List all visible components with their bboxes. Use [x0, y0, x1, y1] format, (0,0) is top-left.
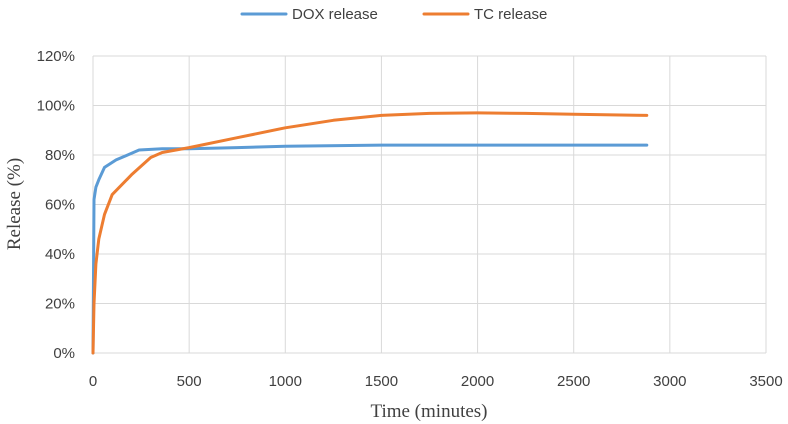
x-tick-label: 2000: [461, 373, 494, 390]
y-tick-label: 60%: [45, 197, 75, 214]
y-tick-label: 0%: [53, 345, 75, 362]
x-tick-label: 3000: [653, 373, 686, 390]
legend: DOX release TC release: [240, 6, 547, 23]
y-tick-label: 100%: [37, 98, 75, 115]
legend-label-dox: DOX release: [292, 6, 378, 23]
y-tick-label: 80%: [45, 147, 75, 164]
x-tick-label: 500: [177, 373, 202, 390]
y-axis-title: Release (%): [4, 158, 25, 250]
x-tick-label: 2500: [557, 373, 590, 390]
x-tick-label: 3500: [749, 373, 782, 390]
x-tick-label: 1500: [365, 373, 398, 390]
series-line-1: [91, 111, 649, 355]
x-tick-label: 0: [89, 373, 97, 390]
y-axis-ticks: 0% 20% 40% 60% 80% 100% 120%: [37, 48, 75, 362]
y-tick-label: 40%: [45, 246, 75, 263]
y-tick-label: 20%: [45, 296, 75, 313]
legend-label-tc: TC release: [474, 6, 547, 23]
y-tick-label: 120%: [37, 48, 75, 65]
series-line-0: [91, 143, 649, 355]
gridlines: [92, 55, 767, 354]
x-axis-title: Time (minutes): [371, 401, 488, 422]
x-axis-ticks: 0 500 1000 1500 2000 2500 3000 3500: [89, 373, 783, 390]
series-layer: [91, 111, 649, 355]
x-tick-label: 1000: [269, 373, 302, 390]
